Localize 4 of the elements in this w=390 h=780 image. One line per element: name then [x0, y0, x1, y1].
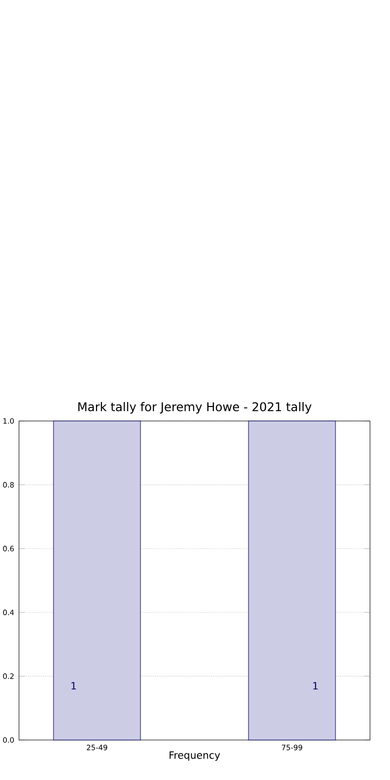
x-axis-title: Frequency	[170, 751, 220, 761]
chart-title: Mark tally for Jeremy Howe - 2021 tally	[78, 402, 312, 414]
data-label: 1	[72, 682, 76, 690]
data-label: 1	[313, 682, 318, 690]
